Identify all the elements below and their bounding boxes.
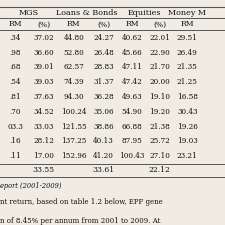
Text: 33.61: 33.61	[92, 166, 115, 174]
Text: 44.80: 44.80	[63, 34, 84, 42]
Text: 33.55: 33.55	[33, 166, 55, 174]
Text: 94.30: 94.30	[63, 93, 84, 101]
Text: (%): (%)	[153, 20, 166, 29]
Text: 26.49: 26.49	[177, 49, 198, 57]
Text: .34: .34	[9, 34, 21, 42]
Text: .16: .16	[9, 137, 21, 145]
Text: 40.13: 40.13	[93, 137, 114, 145]
Text: 28.12: 28.12	[34, 137, 54, 145]
Text: RM: RM	[180, 20, 194, 29]
Text: 34.52: 34.52	[34, 108, 54, 116]
Text: 31.37: 31.37	[93, 78, 114, 86]
Text: .11: .11	[9, 152, 21, 160]
Text: 121.55: 121.55	[61, 123, 86, 130]
Text: nt return, based on table 1.2 below, EPF gene: nt return, based on table 1.2 below, EPF…	[0, 198, 163, 206]
Text: 30.43: 30.43	[177, 108, 198, 116]
Text: 19.20: 19.20	[149, 108, 170, 116]
Text: 26.48: 26.48	[93, 49, 114, 57]
Text: .81: .81	[9, 93, 21, 101]
Text: 49.63: 49.63	[122, 93, 142, 101]
Text: 19.26: 19.26	[177, 123, 198, 130]
Text: 03.3: 03.3	[7, 123, 23, 130]
Text: 19.03: 19.03	[177, 137, 198, 145]
Text: 21.38: 21.38	[149, 123, 170, 130]
Text: 22.01: 22.01	[149, 34, 170, 42]
Text: (%): (%)	[37, 20, 50, 29]
Text: 38.86: 38.86	[93, 123, 114, 130]
Text: 22.12: 22.12	[149, 166, 171, 174]
Text: 21.70: 21.70	[149, 63, 170, 71]
Text: RM: RM	[67, 20, 81, 29]
Text: .98: .98	[9, 49, 21, 57]
Text: 37.63: 37.63	[34, 93, 54, 101]
Text: 74.39: 74.39	[63, 78, 84, 86]
Text: 36.60: 36.60	[34, 49, 54, 57]
Text: 29.51: 29.51	[177, 34, 198, 42]
Text: 137.25: 137.25	[61, 137, 86, 145]
Text: 66.88: 66.88	[122, 123, 143, 130]
Text: 37.02: 37.02	[34, 34, 54, 42]
Text: 24.27: 24.27	[93, 34, 114, 42]
Text: 16.58: 16.58	[177, 93, 198, 101]
Text: Loans & Bonds: Loans & Bonds	[56, 9, 118, 16]
Text: 100.24: 100.24	[61, 108, 86, 116]
Text: 28.83: 28.83	[93, 63, 114, 71]
Text: .54: .54	[9, 78, 21, 86]
Text: RM: RM	[9, 20, 22, 29]
Text: 41.20: 41.20	[93, 152, 114, 160]
Text: RM: RM	[126, 20, 139, 29]
Text: 62.57: 62.57	[63, 63, 84, 71]
Text: .68: .68	[9, 63, 21, 71]
Text: Money M: Money M	[168, 9, 206, 16]
Text: 21.25: 21.25	[177, 78, 198, 86]
Text: 21.35: 21.35	[177, 63, 198, 71]
Text: 22.90: 22.90	[149, 49, 170, 57]
Text: 19.10: 19.10	[149, 93, 170, 101]
Text: 152.96: 152.96	[61, 152, 86, 160]
Text: 40.62: 40.62	[122, 34, 143, 42]
Text: 33.03: 33.03	[34, 123, 54, 130]
Text: 39.03: 39.03	[34, 78, 54, 86]
Text: 17.00: 17.00	[34, 152, 54, 160]
Text: 45.66: 45.66	[122, 49, 143, 57]
Text: Equities: Equities	[128, 9, 161, 16]
Text: eport (2001-2009): eport (2001-2009)	[0, 182, 61, 190]
Text: .70: .70	[9, 108, 21, 116]
Text: 87.95: 87.95	[122, 137, 143, 145]
Text: 20.00: 20.00	[149, 78, 170, 86]
Text: 47.42: 47.42	[122, 78, 143, 86]
Text: 47.11: 47.11	[122, 63, 143, 71]
Text: 23.21: 23.21	[177, 152, 198, 160]
Text: 54.90: 54.90	[122, 108, 143, 116]
Text: (%): (%)	[97, 20, 110, 29]
Text: MGS: MGS	[19, 9, 39, 16]
Text: 36.28: 36.28	[93, 93, 114, 101]
Text: 27.10: 27.10	[149, 152, 170, 160]
Text: 52.80: 52.80	[63, 49, 84, 57]
Text: 39.01: 39.01	[34, 63, 54, 71]
Text: 35.06: 35.06	[93, 108, 114, 116]
Text: n of 8.45% per annum from 2001 to 2009. At: n of 8.45% per annum from 2001 to 2009. …	[0, 217, 160, 225]
Text: 100.43: 100.43	[119, 152, 145, 160]
Text: 25.72: 25.72	[149, 137, 170, 145]
